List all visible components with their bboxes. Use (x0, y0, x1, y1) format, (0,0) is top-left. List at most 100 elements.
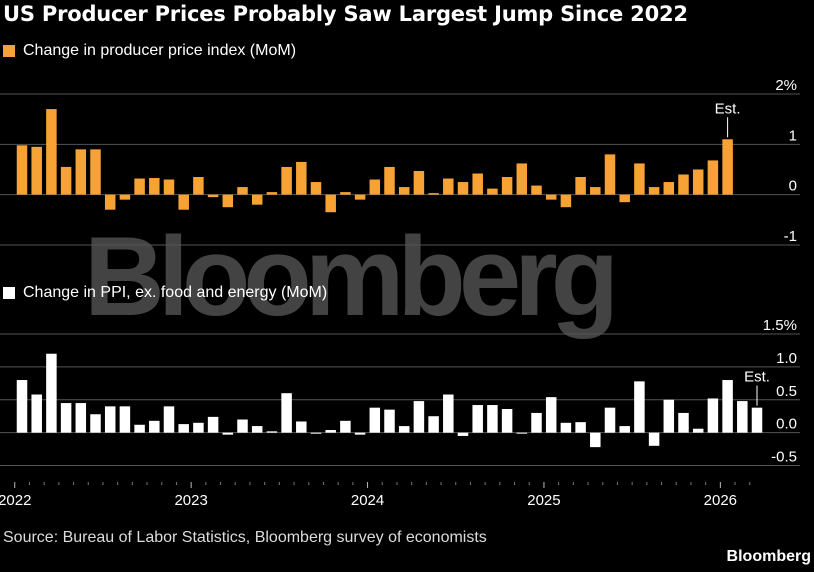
bar-core (75, 403, 87, 433)
bar-core (325, 430, 336, 433)
x-tick-label: 2026 (704, 492, 737, 509)
bar-ppi (398, 187, 410, 195)
x-tick-label: 2025 (527, 492, 560, 509)
bar-ppi (369, 179, 381, 195)
y-tick-label-core: 0.0 (776, 416, 797, 433)
bar-core (163, 406, 175, 433)
y-tick-label-ppi: 0 (789, 178, 797, 195)
bar-ppi (604, 154, 616, 195)
bar-ppi (722, 139, 733, 195)
bar-ppi (251, 194, 263, 205)
bar-core (193, 422, 204, 433)
x-tick-label: 2024 (351, 492, 384, 509)
bar-core (16, 380, 28, 433)
bar-core (663, 399, 675, 433)
bar-ppi (193, 177, 204, 195)
bar-ppi (296, 161, 307, 195)
bar-ppi (619, 194, 630, 203)
bar-core (692, 428, 704, 433)
bar-core (398, 426, 410, 433)
bar-ppi (634, 163, 645, 195)
bar-core (501, 408, 513, 433)
bar-core (604, 407, 616, 433)
bar-core (678, 412, 689, 433)
bar-core (178, 424, 189, 433)
bar-ppi (207, 194, 219, 198)
bar-core (384, 409, 395, 433)
bar-core (134, 424, 145, 433)
bar-ppi (31, 146, 42, 195)
bar-core (707, 398, 719, 433)
bar-ppi (545, 194, 557, 200)
bar-ppi (354, 194, 366, 200)
bar-core (634, 381, 645, 433)
y-tick-label-core: 1.0 (776, 350, 797, 367)
bar-ppi (222, 194, 234, 208)
bar-ppi (325, 194, 336, 213)
bar-ppi (134, 178, 145, 195)
bloomberg-logo: Bloomberg (726, 548, 811, 565)
bar-core (104, 406, 116, 433)
bar-ppi (104, 194, 116, 210)
bar-core (251, 426, 263, 433)
bar-core (237, 419, 248, 433)
bar-ppi (428, 193, 439, 195)
bar-core (149, 420, 160, 433)
bar-core (443, 394, 454, 433)
bar-core (90, 414, 101, 433)
bar-ppi (457, 182, 469, 195)
bar-ppi (237, 187, 248, 195)
legend-ppi-label: Change in producer price index (MoM) (23, 42, 297, 59)
bar-ppi (487, 188, 498, 195)
legend-ppi: Change in producer price index (MoM) (3, 42, 296, 60)
bar-core (457, 432, 469, 436)
bar-core (354, 432, 366, 435)
y-tick-label-core: 1.5% (763, 317, 797, 334)
y-tick-label-ppi: 1 (789, 127, 797, 144)
bar-ppi (472, 173, 483, 195)
y-tick-label-ppi: -1 (784, 228, 797, 245)
bar-ppi (413, 170, 425, 195)
bar-core (60, 403, 72, 433)
bar-ppi (310, 182, 322, 195)
bar-core (310, 432, 322, 434)
bar-ppi (648, 187, 660, 195)
bar-core (487, 405, 498, 433)
bar-ppi (560, 194, 572, 208)
bar-ppi (266, 192, 278, 195)
bar-core (119, 406, 131, 433)
bar-ppi (90, 149, 101, 195)
bar-core (369, 407, 381, 433)
bar-core (722, 380, 733, 433)
bar-core (472, 405, 483, 433)
bar-ppi (60, 166, 72, 195)
estimate-label-ppi: Est. (715, 100, 741, 117)
legend-core: Change in PPI, ex. food and energy (MoM) (3, 284, 327, 302)
bar-ppi (16, 145, 28, 195)
bar-ppi (575, 177, 586, 195)
estimate-label-core: Est. (744, 369, 770, 386)
bar-core (413, 401, 425, 433)
bar-core (531, 412, 542, 433)
source-note: Source: Bureau of Labor Statistics, Bloo… (3, 529, 487, 546)
bar-core (296, 421, 307, 433)
bar-ppi (590, 187, 601, 195)
legend-ppi-swatch (3, 45, 15, 57)
bar-core (222, 432, 234, 435)
bar-ppi (531, 185, 542, 195)
x-tick-label: 2022 (0, 492, 31, 509)
bar-ppi (149, 178, 160, 195)
bar-ppi (46, 109, 57, 195)
y-tick-label-ppi: 2% (775, 77, 797, 94)
bar-core (31, 394, 42, 433)
legend-core-swatch (3, 287, 15, 299)
y-tick-label-core: 0.5 (776, 383, 797, 400)
bar-ppi (119, 194, 131, 200)
y-tick-label-core: -0.5 (771, 449, 797, 466)
bar-core (648, 432, 660, 446)
bar-core (266, 431, 278, 433)
bar-ppi (663, 182, 675, 195)
bar-ppi (163, 179, 175, 195)
x-tick-label: 2023 (174, 492, 207, 509)
